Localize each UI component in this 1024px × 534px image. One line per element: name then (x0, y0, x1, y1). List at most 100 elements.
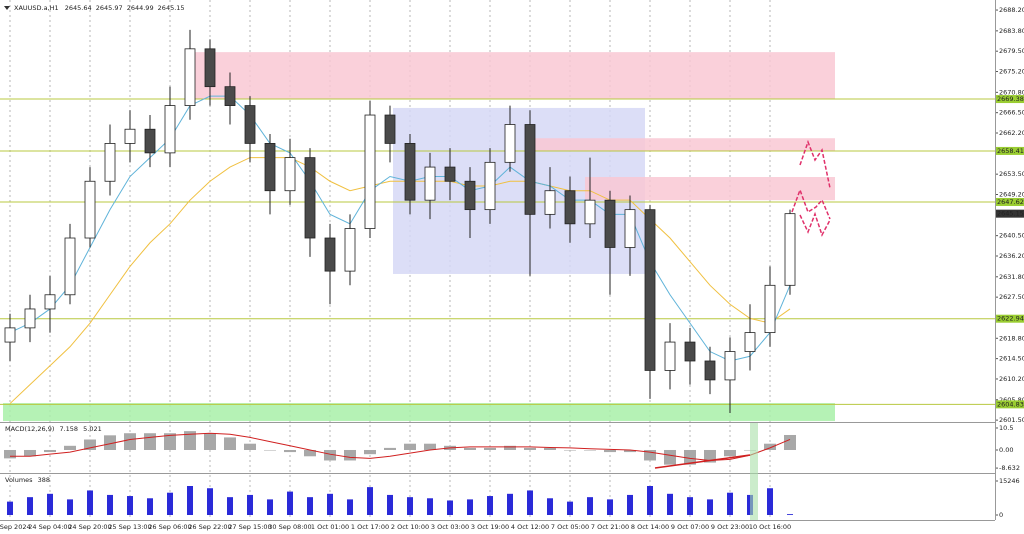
candle-body (244, 105, 256, 144)
y-tick-label: -8.632 (999, 464, 1020, 472)
volume-bar (307, 497, 313, 516)
macd-bar (424, 443, 436, 450)
candle-body (324, 237, 336, 272)
y-tick-label: 2636.20 (999, 252, 1024, 260)
x-tick-label: 24 Sep 20:00 (68, 523, 111, 531)
volume-header: Volumes 388 (5, 476, 50, 484)
x-tick-label: 3 Oct 03:00 (431, 523, 469, 531)
y-tick-label: 2679.50 (999, 47, 1024, 55)
level-label-bg (995, 95, 1024, 104)
y-tick-label: 10.5 (999, 424, 1013, 432)
candle-body (664, 341, 676, 371)
volume-bar (407, 497, 413, 516)
candle-body (164, 105, 176, 154)
volume-bar (487, 496, 493, 516)
candle-body (704, 360, 716, 381)
candle-body (764, 284, 776, 334)
y-tick-label: 2627.50 (999, 293, 1024, 301)
menu-triangle[interactable] (4, 6, 10, 10)
candle-body (284, 157, 296, 192)
candle-body (744, 332, 756, 352)
candle-body (364, 114, 376, 229)
x-tick-label: 23 Sep 2024 (0, 523, 31, 531)
macd-bar (504, 445, 516, 450)
volume-bar (687, 497, 693, 516)
y-tick-label: 2610.20 (999, 375, 1024, 383)
level-label-bg (995, 400, 1024, 409)
x-tick-label: 26 Sep 06:00 (148, 523, 191, 531)
candle-body (44, 294, 56, 310)
x-tick-label: 27 Sep 15:00 (228, 523, 271, 531)
macd-bar (404, 443, 416, 450)
volume-bar (227, 497, 233, 516)
moving-average (9, 157, 791, 404)
macd-bar (24, 449, 36, 457)
x-tick-label: 7 Oct 05:00 (551, 523, 589, 531)
volume-bar (247, 494, 253, 516)
moving-average (10, 432, 791, 461)
macd-bar (324, 449, 336, 461)
candle-body (104, 143, 116, 182)
x-tick-label: 7 Oct 21:00 (591, 523, 629, 531)
volume-bar (107, 494, 113, 516)
highlight-bar (750, 423, 758, 520)
macd-bar (544, 447, 556, 450)
candle-body (84, 180, 96, 239)
level-label: 2622.94 (997, 315, 1024, 323)
candle-body (644, 209, 656, 371)
volume-bar (7, 501, 13, 516)
candle-body (784, 213, 796, 286)
macd-bar (64, 445, 76, 450)
macd-bar (364, 449, 376, 455)
zone (585, 177, 835, 201)
macd-bar (144, 433, 156, 450)
volume-bar (27, 497, 33, 516)
candle-body (344, 228, 356, 272)
candle-body (204, 48, 216, 88)
y-tick-label: 2675.20 (999, 68, 1024, 76)
volume-bar (567, 501, 573, 516)
volume-value: 388 (38, 476, 50, 484)
volume-bar (727, 492, 733, 516)
chart-header: XAUUSD.a,H1 2645.64 2645.97 2644.99 2645… (14, 4, 185, 12)
volume-bar (267, 499, 273, 516)
candle-body (184, 48, 196, 106)
level-label: 2658.41 (997, 147, 1024, 155)
volume-bar (187, 486, 193, 516)
y-tick-label: 0.00 (999, 446, 1013, 454)
x-tick-label: 8 Oct 14:00 (631, 523, 669, 531)
candle-body (304, 157, 316, 239)
candle-body (4, 327, 16, 343)
volume-bar (527, 490, 533, 516)
macd-bar (784, 434, 796, 450)
candle-body (564, 190, 576, 225)
macd-bar (684, 449, 696, 465)
y-tick-label: 2653.50 (999, 170, 1024, 178)
y-tick-label: 2631.80 (999, 273, 1024, 281)
macd-bar (584, 449, 596, 451)
candle-body (24, 308, 36, 329)
y-tick-label: 15246 (999, 477, 1020, 485)
macd-bar (124, 433, 136, 450)
level-label: 2604.83 (997, 400, 1024, 408)
candle-body (584, 199, 596, 225)
macd-bar (4, 449, 16, 459)
volume-bar (387, 494, 393, 516)
candle-body (144, 128, 156, 154)
macd-bar (644, 449, 656, 461)
x-tick-label: 10 Oct 16:00 (749, 523, 791, 531)
macd-bar (84, 439, 96, 450)
macd-bar (344, 449, 356, 461)
volume-bar (347, 499, 353, 516)
low-value: 2644.99 (127, 4, 154, 12)
volume-bar (207, 488, 213, 516)
macd-bar (244, 443, 256, 450)
level-label: 2669.38 (997, 95, 1024, 103)
volume-bar (627, 494, 633, 516)
macd-bar (524, 447, 536, 450)
x-tick-label: 9 Oct 23:00 (711, 523, 749, 531)
macd-bar (264, 449, 276, 451)
level-label: 2647.62 (997, 198, 1024, 206)
candle-body (404, 143, 416, 201)
